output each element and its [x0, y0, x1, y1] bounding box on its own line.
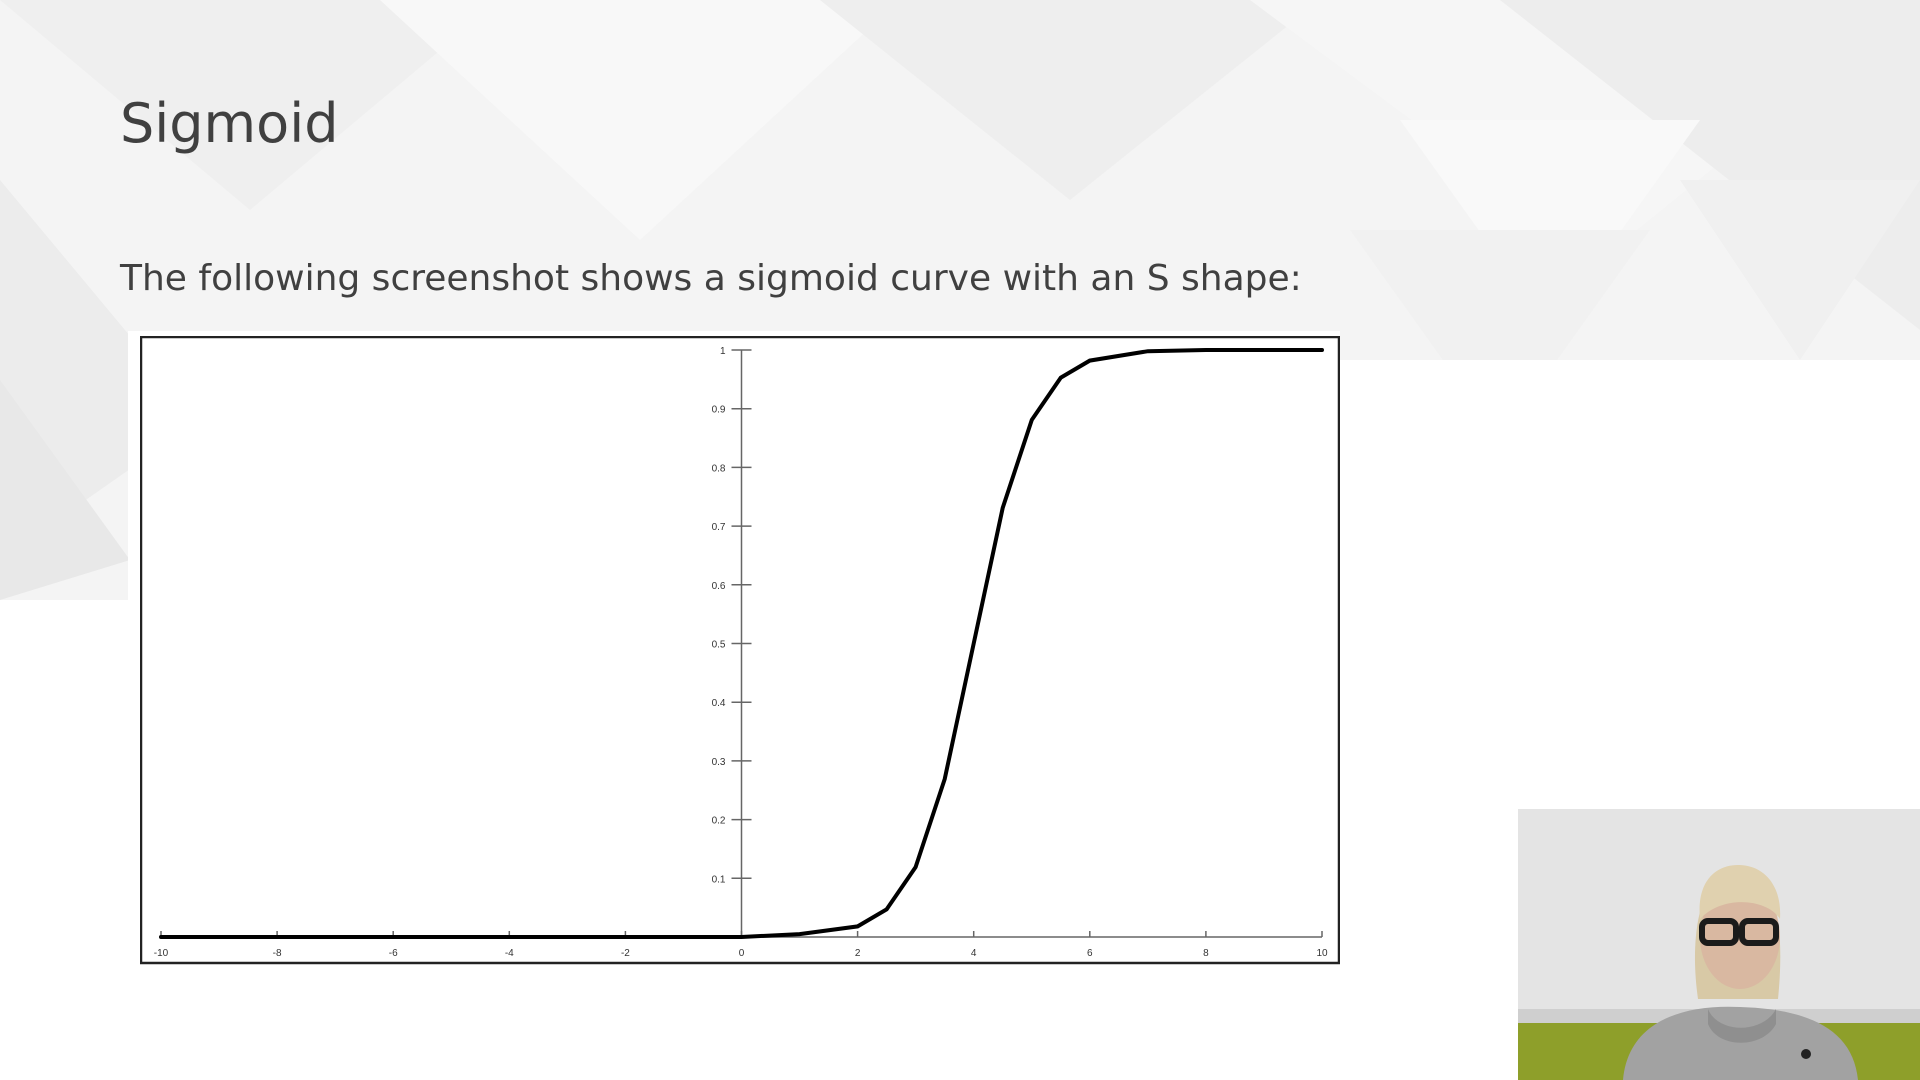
y-tick-label: 0.1	[712, 874, 726, 885]
y-tick-label: 0.7	[712, 522, 726, 533]
y-tick-label: 0.2	[712, 816, 726, 827]
plot-frame	[140, 336, 1340, 965]
x-tick-label: -10	[154, 948, 169, 959]
y-tick-label: 0.9	[712, 405, 726, 416]
x-ticks: -10 -8 -6 -4 -2 0 2 4 6 8 10	[154, 931, 1328, 959]
slide-body-text: The following screenshot shows a sigmoid…	[120, 258, 1302, 299]
x-tick-label: -2	[621, 948, 630, 959]
presenter-video[interactable]	[1518, 809, 1920, 1080]
x-tick-label: 2	[855, 948, 861, 959]
x-tick-label: 8	[1203, 948, 1209, 959]
sigmoid-chart: -10 -8 -6 -4 -2 0 2 4 6 8 10 0.1 0.2 0.3 0.4 0.5 0.6 0.7…	[140, 336, 1340, 965]
x-tick-label: -6	[389, 948, 398, 959]
y-tick-label: 0.8	[712, 463, 726, 474]
slide-title: Sigmoid	[120, 92, 339, 155]
x-tick-label: 10	[1316, 948, 1328, 959]
presenter-video-icon	[1518, 809, 1920, 1080]
y-tick-label: 0.3	[712, 757, 726, 768]
x-tick-label: 6	[1087, 948, 1093, 959]
sigmoid-curve	[159, 348, 1324, 939]
y-tick-label: 1	[720, 346, 726, 357]
x-tick-label: -8	[273, 948, 282, 959]
x-tick-label: 0	[739, 948, 745, 959]
y-ticks: 0.1 0.2 0.3 0.4 0.5 0.6 0.7 0.8 0.9 1	[712, 346, 752, 885]
y-tick-label: 0.6	[712, 581, 726, 592]
x-tick-label: 4	[971, 948, 977, 959]
y-tick-label: 0.4	[712, 698, 726, 709]
x-tick-label: -4	[505, 948, 514, 959]
y-tick-label: 0.5	[712, 640, 726, 651]
